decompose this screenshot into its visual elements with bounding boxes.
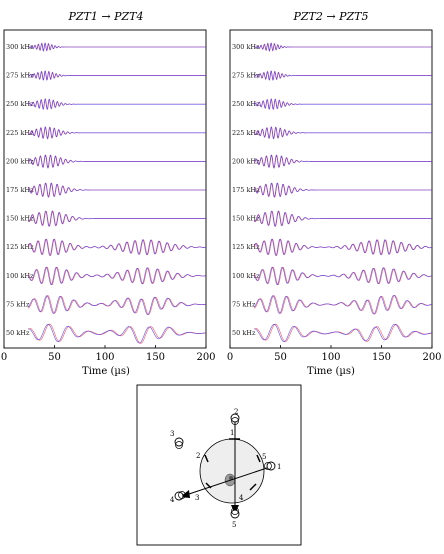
trace-line [28, 42, 206, 52]
trace-line [253, 238, 433, 257]
trace-line [253, 294, 433, 315]
sensor-label-3: 3 [170, 430, 174, 438]
trace-line [27, 154, 206, 169]
trace-line [253, 126, 432, 140]
plate-label-1: 1 [230, 429, 234, 437]
trace-line [27, 98, 206, 110]
trace-label: 150 kHz [232, 215, 260, 223]
trace-label: 175 kHz [6, 186, 34, 194]
trace-line [28, 295, 206, 315]
chart-left-frame [3, 29, 207, 349]
chart-right-title: PZT2 → PZT5 [293, 10, 369, 23]
x-tick-label: 200 [422, 352, 441, 363]
trace-line [28, 323, 206, 344]
trace-label: 100 kHz [232, 272, 260, 280]
sensor-label-5: 5 [232, 521, 236, 529]
sensor-pzt5: 5 [230, 507, 240, 529]
x-tick-label: 100 [95, 352, 114, 363]
trace-line [254, 182, 432, 198]
x-tick-label: 50 [274, 352, 287, 363]
sensor-pzt2: 2 [230, 408, 240, 425]
trace-label: 250 kHz [232, 100, 260, 108]
x-tick-label: 150 [372, 352, 391, 363]
trace-line [253, 210, 432, 227]
trace-line [253, 154, 432, 169]
plate-label-2: 2 [196, 452, 200, 460]
chart-right: PZT2 → PZT5 300 kHz 275 kHz 250 kHz 225 kHz… [227, 10, 442, 377]
trace-line [27, 238, 207, 256]
path-pzt1-pzt4 [185, 466, 271, 496]
trace-line [254, 323, 432, 343]
trace-line [27, 266, 207, 286]
trace-label: 300 kHz [6, 43, 34, 51]
trace-line [28, 70, 206, 82]
trace-line [27, 126, 206, 140]
chart-right-xlabel: Time (µs) [307, 366, 355, 377]
sensor-diagram: 1 2 3 4 5 1 2 3 4 5 [136, 384, 302, 546]
chart-left-title: PZT1 → PZT4 [68, 10, 144, 23]
x-tick-label: 200 [196, 352, 215, 363]
x-tick-label: 50 [48, 352, 61, 363]
chart-left: PZT1 → PZT4 300 kHz 275 kHz 250 kHz 225 kHz… [1, 10, 216, 377]
trace-label: 150 kHz [6, 215, 34, 223]
trace-line [253, 238, 433, 256]
chart-right-frame [229, 29, 433, 349]
trace-label: 200 kHz [6, 157, 34, 165]
trace-label: 225 kHz [232, 129, 260, 137]
trace-label: 275 kHz [232, 72, 260, 80]
chart-left-x-ticks: 0 50 100 150 200 [1, 345, 216, 363]
trace-line [253, 98, 432, 110]
trace-label: 175 kHz [232, 186, 260, 194]
trace-label: 75 kHz [6, 300, 30, 308]
trace-label: 125 kHz [6, 243, 34, 251]
sensor-pzt4: 4 [170, 491, 186, 504]
x-tick-label: 100 [321, 352, 340, 363]
plate-label-4: 4 [239, 494, 244, 502]
arrow-head-pzt5 [231, 505, 239, 514]
plate-circle [199, 438, 265, 504]
sensor-pzt1: 1 [264, 461, 281, 471]
sensor-pzt3: 3 [170, 430, 184, 449]
trace-label: 300 kHz [232, 43, 260, 51]
trace-line [27, 295, 207, 315]
trace-label: 50 kHz [6, 329, 30, 337]
chart-left-traces: 300 kHz 275 kHz 250 kHz 225 kHz 200 kHz 175 k… [6, 42, 207, 344]
trace-label: 100 kHz [6, 272, 34, 280]
sensor-label-4: 4 [170, 496, 175, 504]
chart-right-traces: 300 kHz 275 kHz 250 kHz 225 kHz 200 kHz 175 k… [232, 42, 433, 343]
trace-label: 275 kHz [6, 72, 34, 80]
trace-label: 250 kHz [6, 100, 34, 108]
plate-mark-2 [204, 454, 209, 463]
plate-mark-4 [249, 483, 257, 491]
trace-line [254, 70, 432, 82]
trace-line [28, 182, 206, 198]
trace-label: 200 kHz [232, 157, 260, 165]
chart-left-xlabel: Time (µs) [82, 366, 130, 377]
trace-label: 125 kHz [232, 243, 260, 251]
trace-line [28, 324, 207, 344]
trace-label: 225 kHz [6, 129, 34, 137]
plate-label-3: 3 [195, 494, 199, 502]
plate-mark-3 [205, 482, 212, 489]
plate-mark-5 [256, 454, 261, 463]
plate-label-5: 5 [262, 453, 266, 461]
sensor-label-1: 1 [277, 463, 281, 471]
trace-label: 50 kHz [232, 329, 256, 337]
trace-line [27, 210, 206, 227]
x-tick-label: 0 [1, 352, 7, 363]
trace-label: 75 kHz [232, 300, 256, 308]
trace-line [27, 238, 206, 257]
x-tick-label: 150 [146, 352, 165, 363]
trace-line [254, 42, 432, 52]
chart-right-x-ticks: 0 50 100 150 200 [227, 345, 442, 363]
trace-line [253, 266, 433, 286]
trace-line [254, 295, 433, 315]
x-tick-label: 0 [227, 352, 233, 363]
trace-line [254, 323, 433, 342]
sensor-label-2: 2 [234, 408, 238, 416]
